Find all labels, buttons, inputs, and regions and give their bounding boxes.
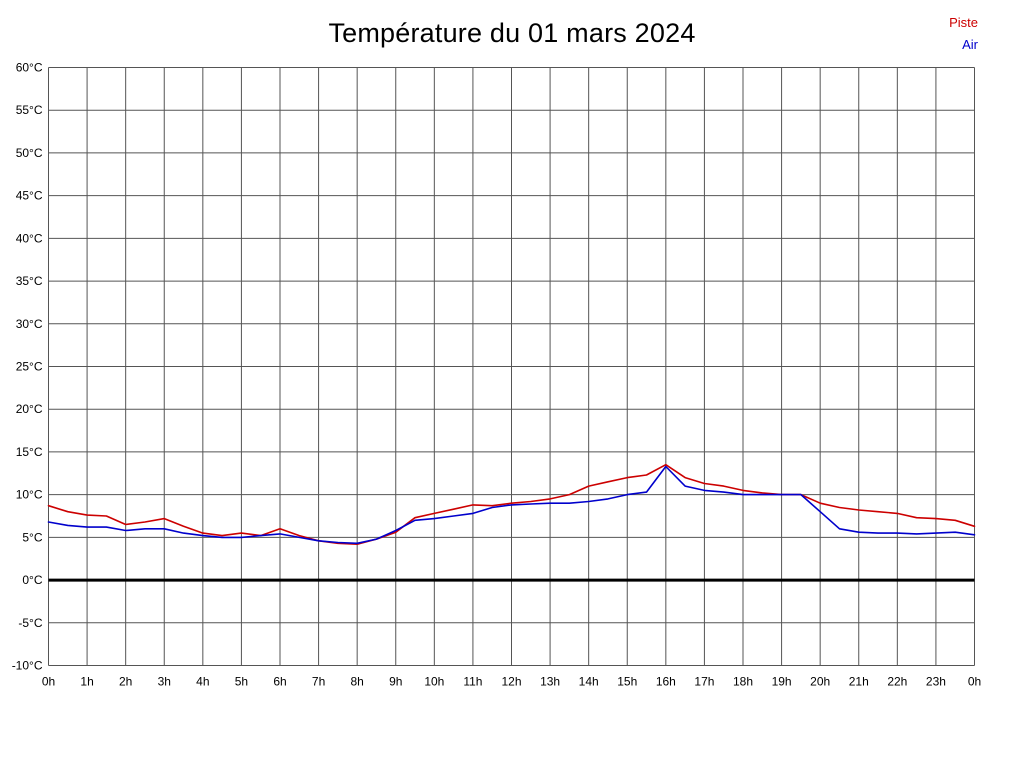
y-tick-label: 15°C — [16, 445, 43, 459]
x-tick-label: 21h — [849, 675, 869, 689]
y-tick-label: 10°C — [16, 488, 43, 502]
y-tick-label: -10°C — [12, 659, 43, 673]
x-tick-label: 12h — [501, 675, 521, 689]
x-tick-label: 8h — [350, 675, 363, 689]
x-tick-label: 16h — [656, 675, 676, 689]
y-tick-label: 5°C — [22, 530, 42, 544]
y-tick-label: 25°C — [16, 360, 43, 374]
x-tick-label: 11h — [463, 675, 482, 689]
x-tick-label: 13h — [540, 675, 560, 689]
legend-piste-label: Piste — [949, 15, 978, 30]
x-tick-label: 20h — [810, 675, 830, 689]
x-tick-label: 15h — [617, 675, 637, 689]
chart-title: Température du 01 mars 2024 — [328, 18, 696, 48]
x-tick-label: 18h — [733, 675, 753, 689]
y-tick-label: 60°C — [16, 61, 43, 75]
y-tick-label: 35°C — [16, 274, 43, 288]
x-tick-label: 0h — [968, 675, 981, 689]
chart-legend: Piste Air — [949, 12, 978, 56]
x-tick-label: 9h — [389, 675, 402, 689]
y-tick-label: 40°C — [16, 231, 43, 245]
x-tick-label: 6h — [273, 675, 286, 689]
x-tick-label: 3h — [158, 675, 171, 689]
y-tick-label: 45°C — [16, 189, 43, 203]
x-tick-label: 7h — [312, 675, 325, 689]
y-tick-label: 55°C — [16, 103, 43, 117]
x-tick-label: 14h — [579, 675, 599, 689]
x-tick-label: 23h — [926, 675, 946, 689]
series-line-air — [47, 465, 976, 545]
x-tick-label: 2h — [119, 675, 132, 689]
y-tick-label: 30°C — [16, 317, 43, 331]
x-tick-label: 19h — [772, 675, 792, 689]
x-tick-label: 22h — [887, 675, 907, 689]
y-tick-label: 50°C — [16, 146, 43, 160]
x-tick-label: 0h — [42, 675, 55, 689]
x-tick-label: 4h — [196, 675, 209, 689]
y-tick-label: 20°C — [16, 402, 43, 416]
x-tick-label: 5h — [235, 675, 248, 689]
y-tick-label: 0°C — [22, 573, 42, 587]
x-tick-label: 1h — [80, 675, 93, 689]
y-tick-label: -5°C — [18, 616, 42, 630]
x-tick-label: 10h — [424, 675, 444, 689]
x-tick-label: 17h — [694, 675, 714, 689]
series-line-piste — [47, 463, 976, 546]
legend-air-label: Air — [962, 37, 978, 52]
